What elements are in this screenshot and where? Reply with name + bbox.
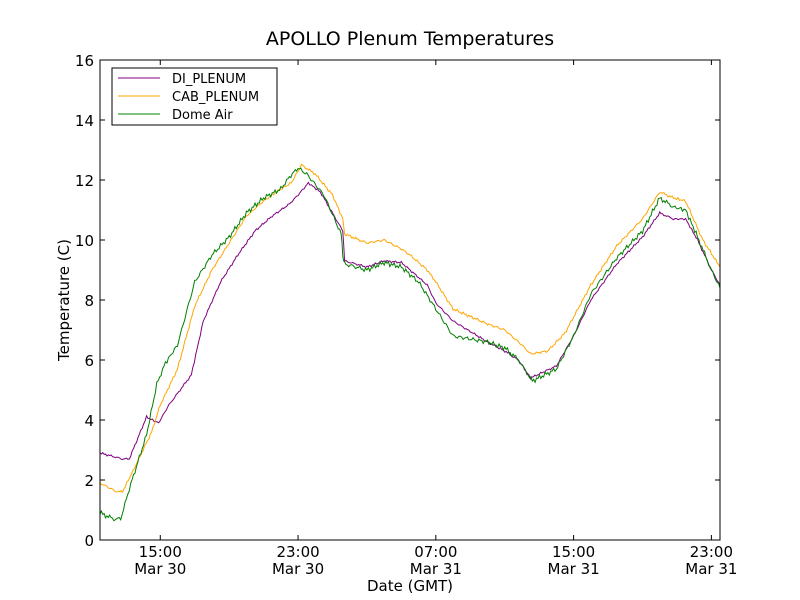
- x-tick-label-date: Mar 30: [272, 560, 324, 578]
- chart-title: APOLLO Plenum Temperatures: [266, 28, 554, 50]
- x-tick-label-time: 15:00: [139, 543, 182, 561]
- x-tick-label-date: Mar 31: [548, 560, 600, 578]
- x-tick-label-time: 15:00: [552, 543, 595, 561]
- y-tick-label: 6: [84, 352, 94, 370]
- y-axis-label: Temperature (C): [55, 239, 73, 362]
- legend-label: Dome Air: [172, 108, 233, 123]
- y-tick-label: 12: [75, 172, 94, 190]
- x-tick-label-time: 07:00: [414, 543, 457, 561]
- y-tick-label: 10: [75, 232, 94, 250]
- series-line-cab-plenum: [100, 163, 720, 494]
- y-tick-label: 16: [75, 52, 94, 70]
- y-tick-label: 4: [84, 412, 94, 430]
- y-tick-label: 0: [84, 532, 94, 550]
- x-tick-label-date: Mar 30: [134, 560, 186, 578]
- legend-label: CAB_PLENUM: [172, 90, 259, 105]
- y-tick-label: 2: [84, 472, 94, 490]
- x-tick-label-date: Mar 31: [410, 560, 462, 578]
- x-tick-label-date: Mar 31: [685, 560, 737, 578]
- axes-frame: [99, 59, 721, 541]
- x-tick-label-time: 23:00: [690, 543, 733, 561]
- legend: DI_PLENUM CAB_PLENUM Dome Air: [111, 67, 278, 126]
- x-axis-label: Date (GMT): [367, 577, 453, 595]
- x-tick-label-time: 23:00: [276, 543, 319, 561]
- y-tick-label: 14: [75, 112, 94, 130]
- y-tick-label: 8: [84, 292, 94, 310]
- legend-label: DI_PLENUM: [172, 72, 246, 87]
- series-line-di-plenum: [100, 181, 720, 461]
- series-line-dome-air: [100, 167, 720, 522]
